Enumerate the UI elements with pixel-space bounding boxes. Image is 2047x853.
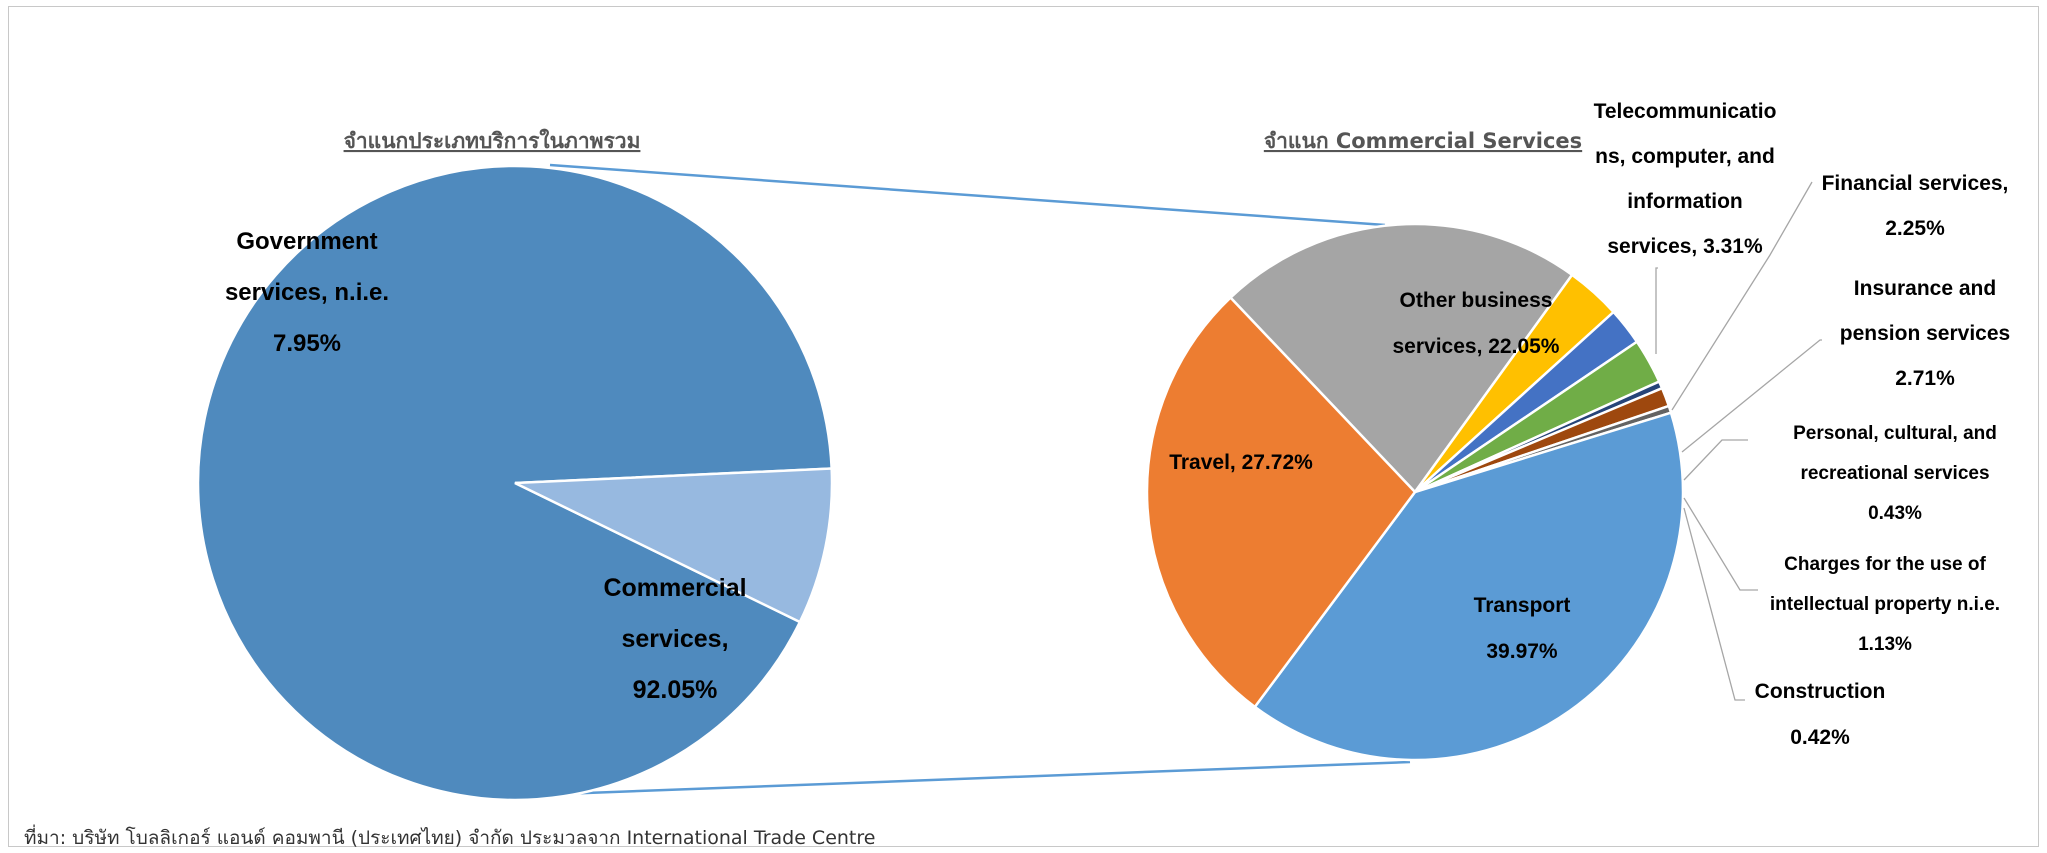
leader-line-2 [1671, 181, 1813, 411]
leader-line-3 [1681, 339, 1822, 453]
leader-line-4 [1683, 439, 1748, 481]
label-government-services: Government services, n.i.e. 7.95% [225, 228, 389, 357]
leader-line-6 [1683, 507, 1745, 701]
connector-line-bottom [559, 760, 1411, 796]
leader-line-5 [1683, 497, 1758, 591]
label-construction: Construction 0.42% [1755, 680, 1886, 749]
label-other-business: Other business services, 22.05% [1393, 289, 1560, 358]
chart-title-commercial: จำแนก Commercial Services [1264, 129, 1582, 153]
leader-lines [1655, 181, 1822, 701]
connector-lines [549, 163, 1411, 796]
commercial-slice-7 [1253, 411, 1685, 762]
label-transport: Transport 39.97% [1474, 594, 1571, 663]
label-financial: Financial services, 2.25% [1822, 172, 2009, 240]
overall-slice-1 [514, 467, 834, 624]
chart-title-overall: จำแนกประเภทบริการในภาพรวม [344, 128, 641, 153]
label-charges-ip: Charges for the use of intellectual prope… [1770, 554, 2000, 655]
commercial-slice-8 [1145, 295, 1417, 709]
commercial-services-pie [1145, 222, 1685, 762]
chart-frame [8, 6, 2039, 847]
overall-services-pie [196, 164, 834, 802]
source-note: ที่มา: บริษัท โบลลิเกอร์ แอนด์ คอมพานี (… [24, 827, 876, 849]
label-insurance: Insurance and pension services 2.71% [1840, 277, 2010, 390]
label-commercial-services: Commercial services, 92.05% [603, 574, 746, 704]
label-telecom: Telecommunicatio ns, computer, and informa… [1594, 100, 1777, 258]
slice-labels: Commercial services, 92.05% Government servi… [225, 100, 2010, 749]
label-personal-cultural: Personal, cultural, and recreational serv… [1793, 423, 1997, 524]
leader-line-1 [1655, 267, 1658, 354]
connector-line-top [549, 163, 1386, 227]
commercial-slice-0 [1228, 222, 1574, 494]
label-travel: Travel, 27.72% [1169, 451, 1313, 474]
